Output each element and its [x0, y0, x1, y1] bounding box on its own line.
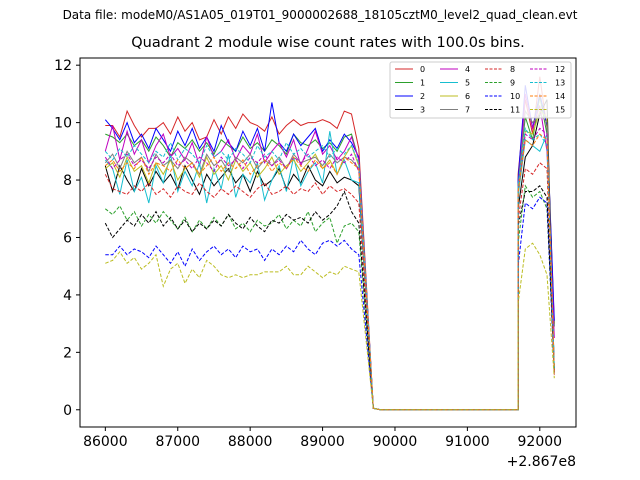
legend-label-0: 0 — [420, 65, 425, 74]
legend-label-4: 4 — [465, 65, 470, 74]
legend-label-13: 13 — [555, 79, 565, 88]
legend-label-7: 7 — [465, 106, 470, 115]
x-axis-offset-label: +2.867e8 — [507, 454, 576, 470]
plot-lines — [104, 76, 555, 411]
series-line-1 — [105, 96, 555, 411]
y-tick-label: 8 — [63, 173, 72, 189]
legend-label-12: 12 — [555, 65, 565, 74]
legend-label-6: 6 — [465, 92, 470, 101]
legend-label-5: 5 — [465, 79, 470, 88]
x-tick-label: 89000 — [300, 434, 345, 450]
legend-label-3: 3 — [420, 106, 425, 115]
legend-label-9: 9 — [510, 79, 515, 88]
legend-box — [389, 61, 572, 119]
x-tick-label: 87000 — [155, 434, 200, 450]
y-tick-label: 6 — [63, 230, 72, 246]
x-tick-label: 86000 — [83, 434, 128, 450]
x-tick-label: 91000 — [445, 434, 490, 450]
series-line-8 — [104, 162, 555, 411]
y-tick-label: 2 — [63, 345, 72, 361]
chart-title: Quadrant 2 module wise count rates with … — [131, 35, 525, 51]
x-axis: 86000 87000 88000 89000 90000 91000 92000 — [83, 427, 562, 450]
series-line-5 — [104, 131, 555, 411]
y-axis: 0 2 4 6 8 10 12 — [54, 58, 80, 419]
legend-label-8: 8 — [510, 65, 515, 74]
series-line-15 — [105, 242, 555, 411]
y-tick-label: 10 — [54, 116, 72, 132]
legend-label-1: 1 — [420, 79, 425, 88]
suptitle: Data file: modeM0/AS1A05_019T01_90000026… — [62, 8, 578, 22]
series-line-9 — [104, 184, 555, 411]
legend-label-14: 14 — [555, 92, 565, 101]
legend-label-10: 10 — [510, 92, 520, 101]
series-line-14 — [104, 133, 555, 411]
y-tick-label: 4 — [63, 288, 72, 304]
legend-label-15: 15 — [555, 106, 565, 115]
series-line-10 — [105, 196, 555, 411]
series-line-0 — [105, 76, 555, 411]
y-tick-label: 0 — [63, 403, 72, 419]
axes-frame — [79, 57, 577, 428]
x-tick-label: 90000 — [373, 434, 418, 450]
legend-label-2: 2 — [420, 92, 425, 101]
series-line-4 — [104, 93, 555, 411]
legend-label-11: 11 — [510, 106, 520, 115]
y-tick-label: 12 — [54, 58, 72, 74]
series-line-11 — [104, 185, 555, 411]
x-tick-label: 88000 — [228, 434, 273, 450]
x-tick-label: 92000 — [518, 434, 563, 450]
